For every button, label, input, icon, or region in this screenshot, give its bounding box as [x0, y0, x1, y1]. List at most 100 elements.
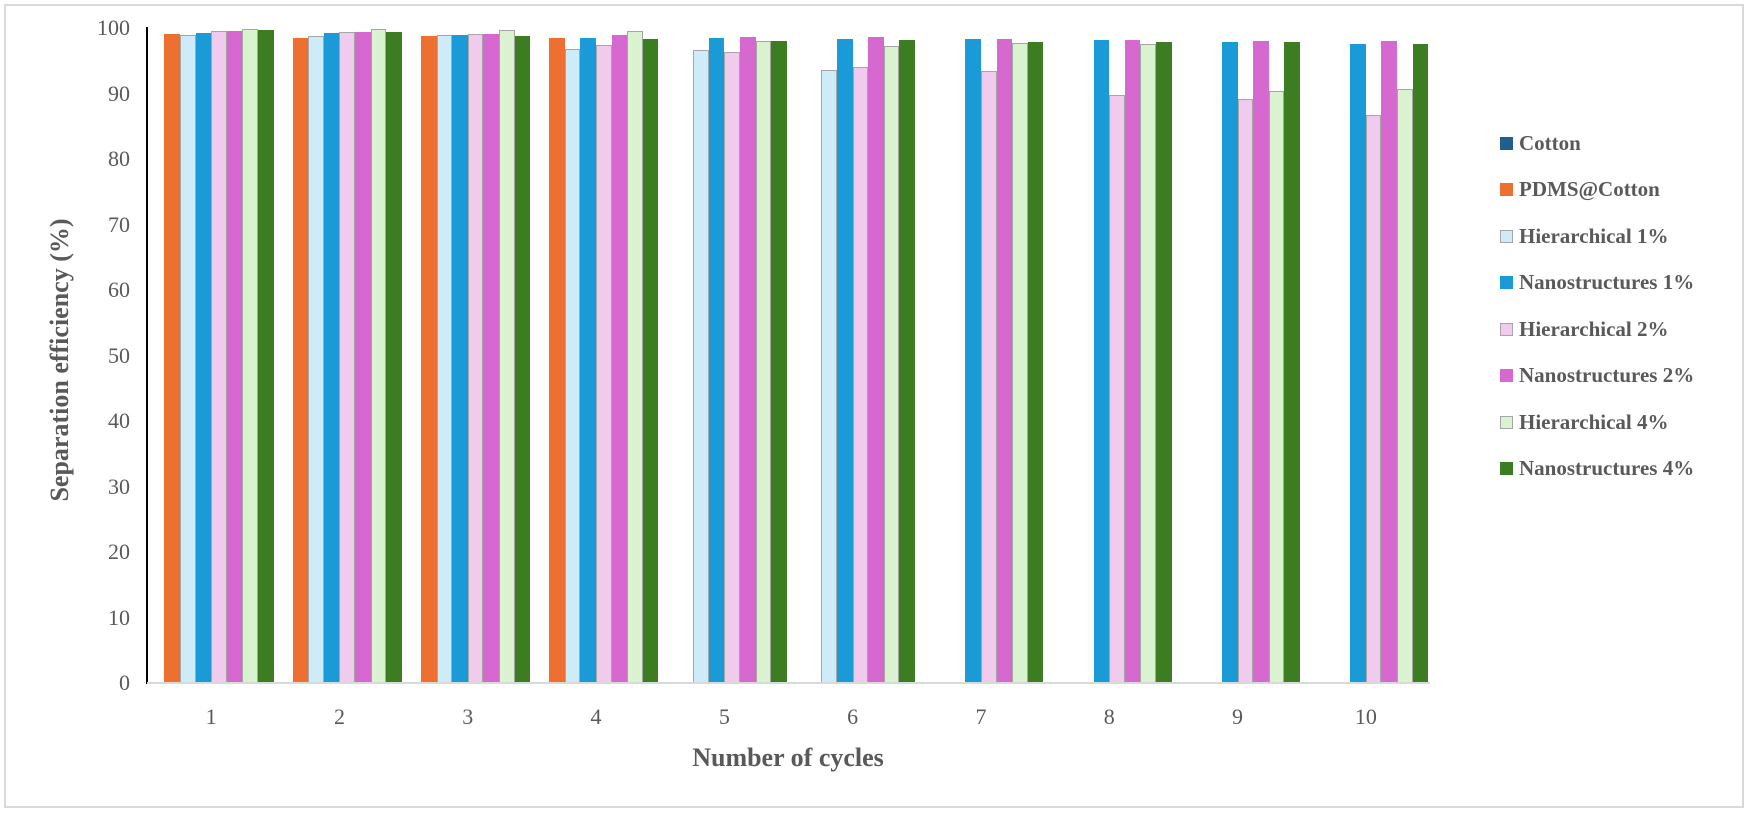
bar-nanostructures-4--cycle-3	[514, 35, 531, 683]
bar-nanostructures-1--cycle-2	[323, 33, 340, 683]
y-tick-label: 10	[108, 604, 130, 630]
bar-nanostructures-1--cycle-7	[965, 39, 981, 683]
bar-hierarchical-2--cycle-6	[852, 67, 869, 683]
x-tick-label: 9	[1232, 704, 1244, 729]
legend-label: Nanostructures 2%	[1519, 363, 1695, 387]
bar-hierarchical-2--cycle-7	[980, 71, 997, 683]
bar-pdms-cotton-cycle-1	[164, 33, 180, 683]
y-tick-label: 50	[108, 342, 130, 368]
bar-hierarchical-4--cycle-3	[498, 29, 515, 683]
legend-item: Cotton	[1500, 130, 1581, 156]
legend-swatch-icon	[1500, 229, 1513, 243]
bar-nanostructures-4--cycle-5	[771, 41, 787, 683]
legend-item: Nanostructures 2%	[1500, 363, 1694, 389]
legend-label: Cotton	[1519, 130, 1581, 155]
bar-nanostructures-4--cycle-4	[642, 39, 659, 683]
legend-label: PDMS@Cotton	[1519, 177, 1660, 201]
x-axis-line	[147, 682, 1430, 684]
legend-swatch-icon	[1500, 136, 1513, 150]
bar-nanostructures-2--cycle-3	[483, 33, 499, 683]
legend-label: Nanostructures 4%	[1519, 456, 1695, 480]
y-tick-label: 40	[108, 408, 130, 433]
bar-hierarchical-2--cycle-9	[1237, 98, 1254, 683]
legend-item: Nanostructures 4%	[1500, 456, 1694, 482]
bar-nanostructures-4--cycle-10	[1412, 44, 1429, 683]
legend-item: Hierarchical 2%	[1500, 316, 1669, 342]
legend-swatch-icon	[1500, 322, 1513, 336]
bar-hierarchical-4--cycle-4	[627, 31, 643, 683]
legend-swatch-icon	[1500, 276, 1513, 289]
bar-nanostructures-1--cycle-3	[452, 35, 468, 683]
bar-nanostructures-2--cycle-5	[739, 36, 756, 683]
legend-item: Hierarchical 1%	[1500, 223, 1669, 249]
bar-hierarchical-4--cycle-10	[1397, 88, 1413, 683]
bar-hierarchical-1--cycle-4	[564, 48, 581, 683]
bar-hierarchical-2--cycle-5	[724, 52, 740, 683]
bar-nanostructures-1--cycle-6	[837, 39, 853, 683]
bar-nanostructures-2--cycle-2	[355, 31, 371, 683]
x-tick-label: 6	[847, 704, 859, 729]
bar-nanostructures-1--cycle-4	[580, 37, 597, 683]
bar-nanostructures-4--cycle-8	[1156, 41, 1172, 683]
x-tick-label: 10	[1354, 704, 1377, 729]
bar-nanostructures-2--cycle-4	[611, 35, 628, 683]
y-tick-label: 0	[119, 670, 130, 695]
legend-swatch-icon	[1500, 183, 1513, 196]
legend-label: Hierarchical 1%	[1519, 223, 1669, 248]
bar-nanostructures-4--cycle-7	[1027, 41, 1044, 683]
bar-hierarchical-1--cycle-1	[179, 34, 196, 683]
legend-swatch-icon	[1500, 462, 1513, 475]
bar-hierarchical-2--cycle-3	[467, 33, 484, 683]
x-tick-label: 5	[718, 704, 730, 729]
legend-label: Hierarchical 4%	[1519, 409, 1669, 434]
bar-nanostructures-1--cycle-1	[195, 32, 212, 683]
x-tick-label: 4	[590, 704, 602, 729]
legend-swatch-icon	[1500, 369, 1513, 382]
bar-hierarchical-2--cycle-4	[596, 45, 612, 683]
bar-nanostructures-1--cycle-9	[1221, 41, 1238, 683]
y-tick-label: 80	[108, 146, 130, 171]
y-tick-label: 60	[108, 277, 130, 302]
bar-nanostructures-2--cycle-8	[1124, 40, 1141, 683]
legend-label: Nanostructures 1%	[1519, 270, 1695, 294]
x-tick-label: 8	[1103, 704, 1115, 729]
x-tick-label: 2	[333, 704, 345, 729]
plot-area	[147, 28, 1430, 683]
bar-hierarchical-4--cycle-9	[1268, 90, 1285, 683]
bar-nanostructures-1--cycle-8	[1093, 40, 1110, 683]
bar-pdms-cotton-cycle-4	[549, 37, 565, 683]
y-tick-label: 30	[108, 473, 130, 499]
legend-label: Hierarchical 2%	[1519, 316, 1669, 341]
bar-hierarchical-2--cycle-2	[339, 31, 356, 683]
legend-item: Hierarchical 4%	[1500, 409, 1669, 435]
x-tick-label: 7	[975, 704, 987, 729]
bar-hierarchical-1--cycle-3	[436, 35, 453, 683]
y-axis-line	[146, 27, 148, 684]
legend-swatch-icon	[1500, 415, 1513, 429]
y-tick-label: 100	[97, 15, 130, 40]
bar-hierarchical-1--cycle-5	[693, 49, 709, 683]
bar-hierarchical-4--cycle-6	[883, 45, 900, 683]
y-tick-label: 90	[108, 80, 130, 106]
bar-hierarchical-1--cycle-6	[821, 69, 838, 683]
bar-hierarchical-4--cycle-5	[755, 41, 772, 683]
legend-item: PDMS@Cotton	[1500, 177, 1660, 203]
bar-pdms-cotton-cycle-2	[292, 37, 309, 683]
x-tick-label: 3	[462, 704, 474, 729]
bar-nanostructures-4--cycle-1	[257, 29, 274, 683]
bar-nanostructures-2--cycle-9	[1253, 41, 1269, 683]
bar-nanostructures-4--cycle-2	[386, 31, 402, 683]
bar-pdms-cotton-cycle-3	[420, 35, 437, 683]
bar-hierarchical-4--cycle-2	[370, 29, 387, 683]
legend-item: Nanostructures 1%	[1500, 270, 1694, 296]
chart-frame	[4, 4, 1744, 808]
bar-nanostructures-2--cycle-1	[226, 31, 243, 683]
bar-hierarchical-2--cycle-8	[1109, 94, 1125, 683]
bar-nanostructures-4--cycle-9	[1284, 41, 1300, 683]
bar-nanostructures-2--cycle-6	[868, 37, 884, 683]
bar-nanostructures-1--cycle-5	[708, 38, 725, 683]
x-axis-title: Number of cycles	[692, 743, 884, 772]
bar-hierarchical-4--cycle-8	[1140, 43, 1157, 683]
bar-nanostructures-1--cycle-10	[1350, 44, 1366, 683]
x-tick-label: 1	[205, 704, 217, 729]
